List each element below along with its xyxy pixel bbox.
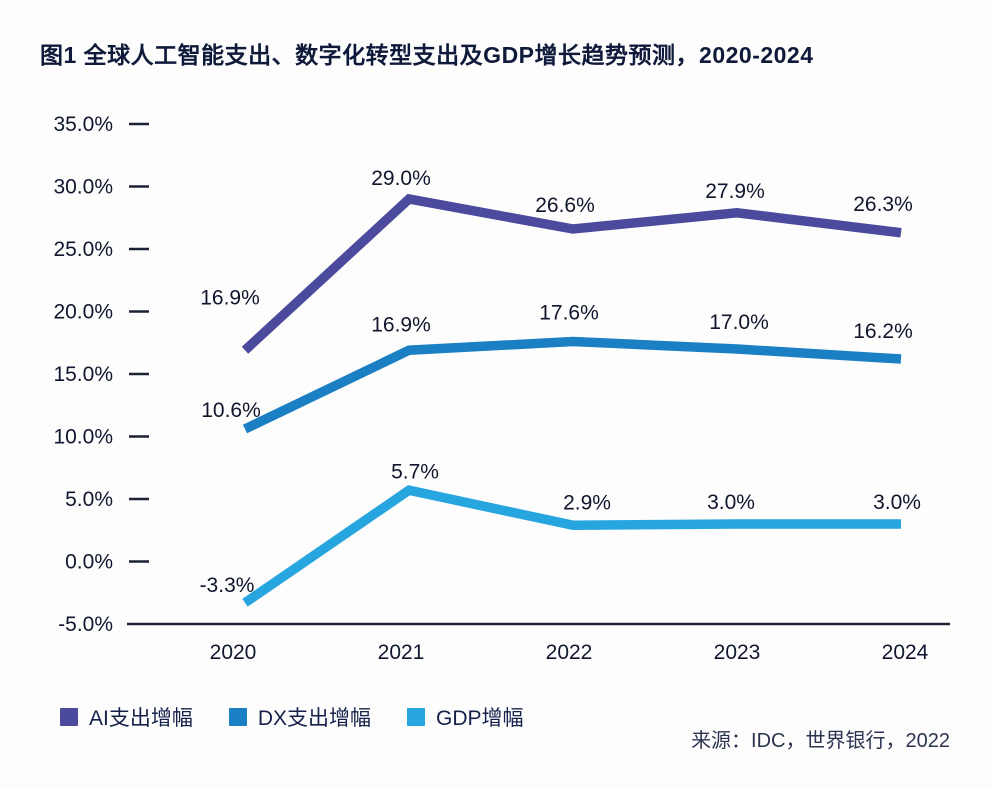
legend-item-dx: DX支出增幅 — [228, 702, 372, 732]
data-label-1-2023: 17.0% — [709, 311, 769, 334]
data-label-1-2024: 16.2% — [853, 320, 913, 343]
y-tick-label: 25.0% — [53, 238, 113, 261]
y-tick-label: 15.0% — [53, 363, 113, 386]
x-tick-label: 2022 — [546, 641, 593, 664]
x-tick-label: 2024 — [882, 641, 929, 664]
legend-label-dx: DX支出增幅 — [257, 707, 372, 730]
data-label-0-2024: 26.3% — [853, 193, 913, 216]
data-label-1-2021: 16.9% — [371, 313, 431, 336]
series-line-0 — [241, 193, 902, 354]
legend-label-ai: AI支出增幅 — [89, 707, 193, 730]
x-tick-label: 2023 — [714, 641, 761, 664]
data-label-0-2023: 27.9% — [705, 180, 765, 203]
y-tick-label: 10.0% — [53, 426, 113, 449]
legend-item-ai: AI支出增幅 — [60, 702, 193, 732]
chart-legend: AI支出增幅 DX支出增幅 GDP增幅 — [60, 702, 524, 732]
data-label-2-2024: 3.0% — [873, 491, 921, 514]
legend-swatch-gdp — [407, 708, 426, 726]
x-tick-label: 2020 — [210, 641, 257, 664]
data-label-1-2022: 17.6% — [539, 302, 599, 325]
data-label-0-2020: 16.9% — [200, 286, 260, 309]
legend-swatch-dx — [228, 708, 247, 726]
legend-item-gdp: GDP增幅 — [407, 702, 524, 732]
y-tick-label: -5.0% — [58, 613, 113, 636]
legend-swatch-ai — [60, 708, 78, 726]
y-tick-label: 35.0% — [53, 113, 113, 136]
series-line-2 — [242, 485, 901, 607]
legend-label-gdp: GDP增幅 — [436, 707, 524, 730]
data-label-2-2023: 3.0% — [707, 491, 755, 514]
x-tick-label: 2021 — [378, 641, 425, 664]
data-label-2-2022: 2.9% — [563, 491, 611, 514]
data-label-0-2021: 29.0% — [371, 167, 431, 190]
chart-title: 图1 全球人工智能支出、数字化转型支出及GDP增长趋势预测，2020-2024 — [40, 42, 814, 68]
data-label-2-2020: -3.3% — [200, 574, 255, 597]
y-tick-label: 30.0% — [53, 176, 113, 199]
y-tick-label: 0.0% — [65, 551, 113, 574]
data-label-2-2021: 5.7% — [391, 460, 439, 483]
source-note: 来源：IDC，世界银行，2022 — [691, 730, 950, 752]
y-tick-label: 20.0% — [53, 301, 113, 324]
data-label-1-2020: 10.6% — [201, 399, 261, 422]
y-tick-label: 5.0% — [65, 488, 113, 511]
data-label-0-2022: 26.6% — [535, 194, 595, 217]
series-line-1 — [242, 336, 902, 434]
